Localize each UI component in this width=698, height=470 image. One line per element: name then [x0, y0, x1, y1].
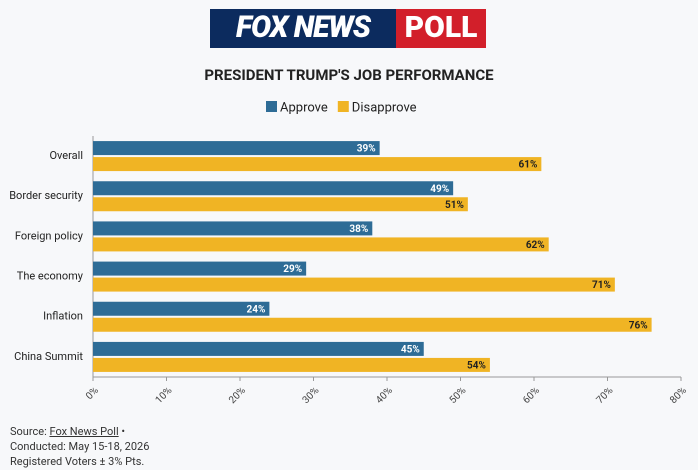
- data-label: 51%: [445, 200, 464, 211]
- bar: [93, 237, 549, 252]
- x-tick-label: 80%: [668, 385, 689, 406]
- x-tick-label: 20%: [227, 385, 248, 406]
- legend-swatch: [337, 101, 349, 112]
- y-tick-label: The economy: [17, 269, 84, 282]
- source-prefix: Source:: [10, 425, 47, 438]
- data-label: 45%: [401, 345, 420, 356]
- logo-product-box: [396, 9, 486, 48]
- bar: [93, 341, 424, 356]
- source-suffix: •: [121, 425, 126, 438]
- y-tick-label: China Summit: [14, 350, 83, 363]
- bar: [93, 277, 615, 292]
- source-line: Source: Fox News Poll •: [10, 424, 149, 439]
- y-tick-label: Overall: [49, 149, 83, 162]
- x-tick-label: 0%: [84, 385, 101, 402]
- bar: [93, 261, 307, 276]
- bar: [93, 301, 270, 316]
- data-label: 54%: [467, 361, 486, 372]
- bar: [93, 221, 373, 236]
- data-label: 49%: [430, 184, 449, 195]
- y-tick-label: Border security: [9, 189, 84, 202]
- x-tick-label: 60%: [521, 385, 542, 406]
- data-label: 62%: [526, 240, 545, 251]
- sample: Registered Voters ± 3% Pts.: [10, 455, 145, 468]
- x-tick-label: 70%: [595, 385, 616, 406]
- logo-brand-box: [210, 9, 396, 48]
- data-label: 29%: [283, 264, 302, 275]
- data-label: 61%: [518, 160, 537, 171]
- footer: Source: Fox News Poll • Conducted: May 1…: [10, 424, 149, 469]
- conducted: Conducted: May 15-18, 2026: [10, 440, 150, 453]
- data-label: 24%: [247, 304, 266, 315]
- logo-brand: FOX NEWS: [236, 10, 372, 45]
- data-label: 71%: [592, 280, 611, 291]
- bar: [93, 157, 542, 172]
- bar: [93, 357, 490, 372]
- bar: [93, 317, 652, 332]
- x-tick-label: 30%: [301, 385, 322, 406]
- y-tick-label: Foreign policy: [15, 229, 84, 242]
- y-tick-label: Inflation: [43, 310, 83, 323]
- logo-product: POLL: [405, 10, 478, 45]
- chart-title: PRESIDENT TRUMP'S JOB PERFORMANCE: [204, 66, 494, 84]
- source-link[interactable]: Fox News Poll: [49, 425, 119, 438]
- legend-label: Approve: [280, 100, 328, 115]
- legend-label: Disapprove: [352, 100, 417, 115]
- x-tick-label: 50%: [448, 385, 469, 406]
- chart: FOX NEWS POLL PRESIDENT TRUMP'S JOB PERF…: [9, 9, 689, 406]
- bar: [93, 197, 468, 212]
- data-label: 38%: [349, 224, 368, 235]
- legend-swatch: [266, 101, 277, 112]
- bar: [93, 141, 380, 156]
- x-tick-label: 40%: [374, 385, 395, 406]
- data-label: 39%: [357, 144, 376, 155]
- bar: [93, 181, 454, 196]
- x-tick-label: 10%: [154, 385, 175, 406]
- data-label: 76%: [629, 320, 648, 331]
